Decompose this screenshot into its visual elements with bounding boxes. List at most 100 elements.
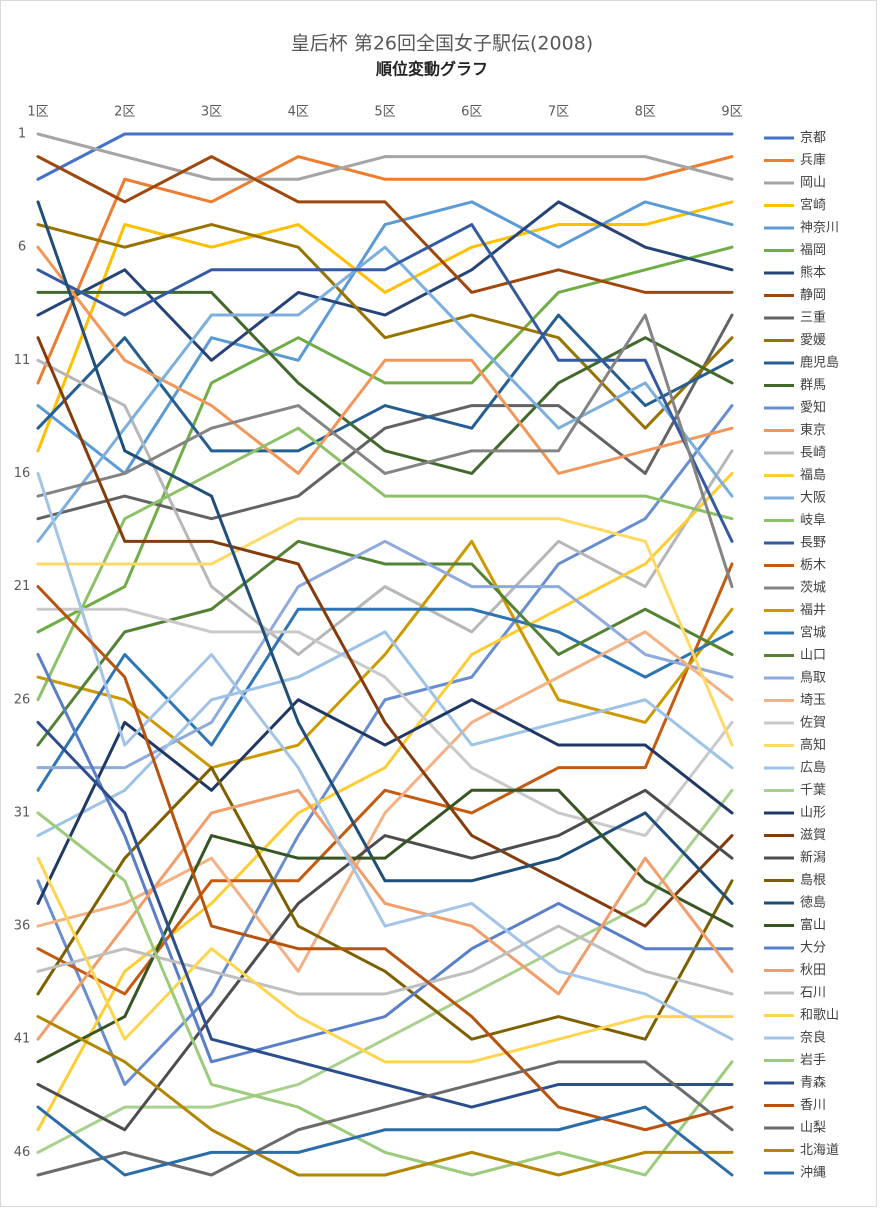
legend-label: 山口 <box>800 648 826 663</box>
series-line <box>36 471 734 1041</box>
legend-label: 長野 <box>800 536 826 551</box>
legend-label: 大分 <box>800 941 826 956</box>
legend-label: 鳥取 <box>800 671 826 686</box>
legend-label: 愛知 <box>800 400 826 416</box>
legend-label: 福岡 <box>800 243 826 258</box>
legend-label: 青森 <box>800 1076 826 1091</box>
legend-label: 長崎 <box>800 446 826 461</box>
x-tick-label: 3区 <box>201 105 222 120</box>
series-line <box>36 788 734 1154</box>
series-line <box>36 132 734 181</box>
series-line <box>36 539 734 770</box>
series-line <box>36 245 734 634</box>
series-line <box>36 290 734 475</box>
legend-label: 徳島 <box>800 896 826 911</box>
legend-label: 鹿児島 <box>800 355 839 371</box>
series-line <box>36 856 734 1064</box>
legend-label: 三重 <box>800 310 826 326</box>
series-line <box>36 788 734 1132</box>
series-line <box>36 653 734 1064</box>
legend-label: 兵庫 <box>800 153 826 168</box>
series-line <box>36 607 734 792</box>
legend-label: 千葉 <box>800 783 826 798</box>
x-tick-label: 4区 <box>288 105 309 120</box>
series-line <box>36 336 734 928</box>
legend-label: 広島 <box>800 761 826 776</box>
series-line <box>36 245 734 543</box>
legend-label: 北海道 <box>800 1143 839 1158</box>
legend-label: 岐阜 <box>800 512 826 528</box>
series-line <box>36 1015 734 1177</box>
legend-label: 山梨 <box>800 1121 826 1136</box>
y-tick-label: 16 <box>14 466 31 481</box>
x-tick-label: 8区 <box>635 105 656 120</box>
series-line <box>36 924 734 996</box>
legend-label: 山形 <box>800 806 826 821</box>
series-line <box>36 1105 734 1177</box>
legend-label: 熊本 <box>800 265 826 281</box>
series-line <box>36 585 734 1132</box>
legend-label: 茨城 <box>800 581 826 596</box>
legend-label: 栃木 <box>800 558 826 573</box>
legend-label: 沖縄 <box>800 1166 826 1181</box>
y-tick-label: 6 <box>18 240 26 255</box>
legend-label: 宮城 <box>800 625 826 641</box>
legend-label: 新潟 <box>800 850 826 866</box>
legend-label: 静岡 <box>800 288 826 303</box>
legend-label: 奈良 <box>800 1030 826 1046</box>
series-line <box>36 200 734 905</box>
legend-label: 岩手 <box>800 1053 826 1068</box>
legend-label: 福井 <box>800 603 826 618</box>
x-tick-label: 1区 <box>27 105 48 120</box>
series-line <box>36 1060 734 1177</box>
legend-label: 神奈川 <box>800 221 839 236</box>
legend-label: 富山 <box>800 917 826 933</box>
legend-label: 高知 <box>800 737 826 753</box>
x-tick-label: 2区 <box>114 105 135 120</box>
legend-label: 佐賀 <box>800 716 826 731</box>
legend-label: 岡山 <box>800 176 826 191</box>
x-tick-label: 5区 <box>374 105 395 120</box>
legend-label: 愛媛 <box>800 333 826 348</box>
series-line <box>36 811 734 1177</box>
y-tick-label: 21 <box>14 579 31 594</box>
series-line <box>36 517 734 747</box>
y-tick-label: 46 <box>14 1145 31 1160</box>
legend-label: 石川 <box>800 986 826 1001</box>
legend-label: 群馬 <box>800 378 826 393</box>
y-tick-label: 31 <box>14 805 31 820</box>
legend-label: 東京 <box>800 422 826 438</box>
legend-label: 大阪 <box>800 491 826 506</box>
series-line <box>36 720 734 1109</box>
x-tick-label: 6区 <box>461 105 482 120</box>
x-tick-label: 9区 <box>721 105 742 120</box>
series-line <box>36 200 734 453</box>
legend-label: 宮崎 <box>800 197 826 213</box>
legend-label: 秋田 <box>800 963 826 978</box>
chart-subtitle: 順位変動グラフ <box>375 60 488 79</box>
series-line <box>36 539 734 747</box>
legend-label: 埼玉 <box>800 693 826 708</box>
series-line <box>36 698 734 905</box>
y-tick-label: 1 <box>18 127 26 142</box>
y-tick-label: 36 <box>14 919 31 934</box>
legend-label: 香川 <box>800 1098 826 1113</box>
legend-label: 京都 <box>800 131 826 146</box>
series-line <box>36 245 734 475</box>
series-line <box>36 426 734 702</box>
x-tick-label: 7区 <box>548 105 569 120</box>
series-line <box>36 766 734 1041</box>
y-tick-label: 26 <box>14 692 31 707</box>
series-line <box>36 200 734 475</box>
legend-label: 福島 <box>800 468 826 483</box>
series-line <box>36 155 734 294</box>
legend-label: 滋賀 <box>800 828 826 843</box>
legend-label: 島根 <box>800 873 826 888</box>
series-line <box>36 313 734 589</box>
chart-title: 皇后杯 第26回全国女子駅伝(2008) <box>291 33 593 55</box>
y-tick-label: 11 <box>14 353 31 368</box>
series-line <box>36 539 734 770</box>
y-tick-label: 41 <box>14 1032 31 1047</box>
